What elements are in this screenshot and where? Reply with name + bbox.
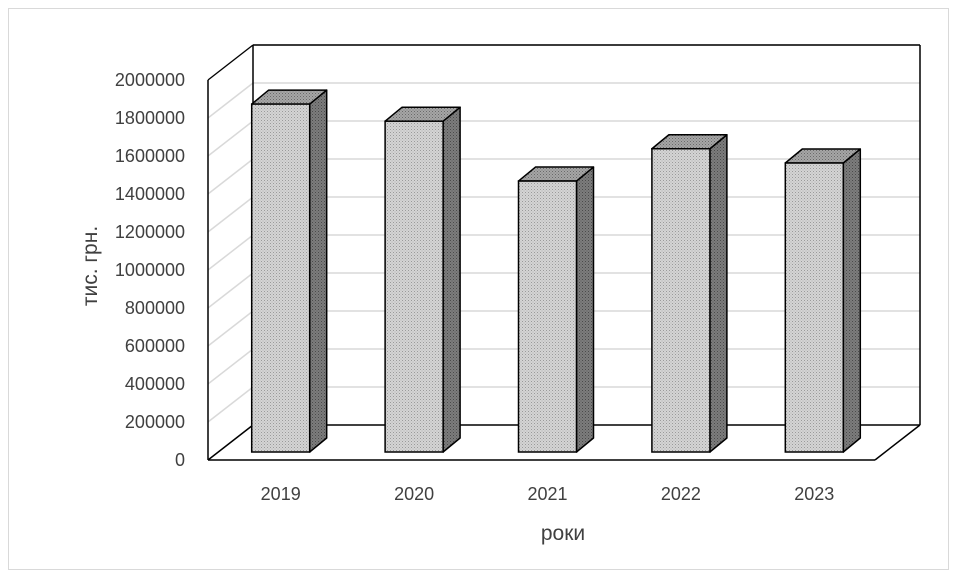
gridline-side — [207, 196, 254, 233]
gridline-side — [207, 158, 254, 195]
y-tick-label: 1600000 — [115, 146, 185, 166]
x-tick-label: 2022 — [661, 484, 701, 504]
bar-front — [517, 180, 578, 453]
bar-front — [250, 103, 311, 453]
bar-side — [442, 106, 461, 453]
y-tick-label: 0 — [175, 450, 185, 470]
bar-2021 — [517, 166, 595, 453]
bar-side — [842, 148, 862, 453]
bar-2023 — [784, 148, 862, 453]
bar-side — [308, 89, 328, 453]
floor-left — [207, 424, 254, 461]
y-tick-label: 200000 — [125, 412, 185, 432]
bar-2022 — [651, 134, 728, 453]
bar-2020 — [384, 106, 461, 453]
y-tick-label: 2000000 — [115, 70, 185, 90]
side-wall-top — [207, 44, 254, 81]
gridline-side — [207, 272, 254, 309]
bar-front — [384, 120, 444, 453]
gridline-side — [207, 310, 254, 347]
bar-side — [709, 134, 728, 453]
x-tick-label: 2021 — [527, 484, 567, 504]
y-axis-title: тис. грн. — [79, 226, 102, 306]
bars — [250, 89, 862, 453]
gridline-side — [207, 82, 254, 119]
y-tick-label: 800000 — [125, 298, 185, 318]
gridline-side — [207, 120, 254, 157]
floor-right — [874, 424, 921, 461]
bar-side — [575, 166, 595, 453]
gridline-side — [207, 348, 254, 385]
y-tick-label: 600000 — [125, 336, 185, 356]
bar-front — [784, 162, 845, 453]
x-axis-tick-labels: 2019 2020 2021 2022 2023 — [261, 484, 835, 504]
y-tick-label: 400000 — [125, 374, 185, 394]
bar-2019 — [250, 89, 328, 453]
bar-front — [651, 148, 711, 453]
y-tick-label: 1200000 — [115, 222, 185, 242]
gridline-side — [207, 386, 254, 423]
y-tick-label: 1800000 — [115, 108, 185, 128]
y-axis-tick-labels: 0 200000 400000 600000 800000 1000000 1200000 1… — [115, 70, 185, 470]
x-tick-label: 2020 — [394, 484, 434, 504]
y-tick-label: 1400000 — [115, 184, 185, 204]
x-tick-label: 2019 — [261, 484, 301, 504]
gridline-side — [207, 234, 254, 271]
x-axis-title: роки — [541, 522, 585, 545]
x-tick-label: 2023 — [794, 484, 834, 504]
y-tick-label: 1000000 — [115, 260, 185, 280]
